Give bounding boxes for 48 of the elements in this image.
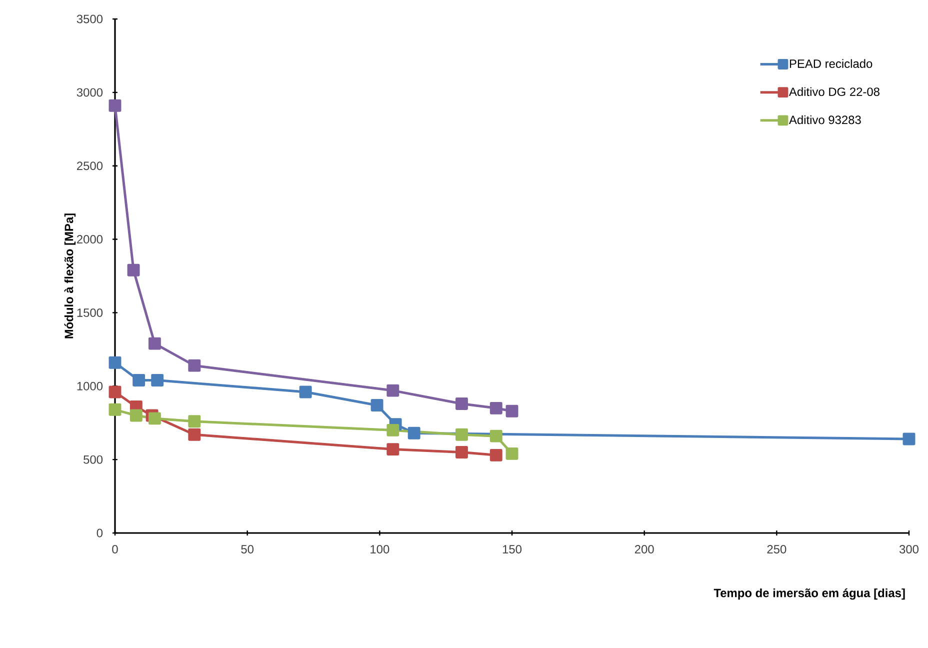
point: [108, 403, 122, 416]
point: [408, 426, 420, 440]
legend-label: Aditivo 93283: [788, 115, 861, 124]
x-axis-title: Tempo de imersão em água [dias]: [714, 588, 905, 600]
point: [108, 356, 122, 369]
legend-label: PEAD reciclado: [790, 59, 872, 68]
x-tick-label: 100: [370, 544, 390, 554]
point: [132, 374, 146, 386]
point: [506, 447, 518, 460]
point: [386, 443, 400, 456]
point: [506, 404, 518, 418]
x-tick-label: 0: [112, 544, 118, 554]
point: [490, 430, 502, 442]
x-tick-label: 250: [767, 544, 786, 554]
x-tick-label: 300: [899, 544, 919, 554]
y-tick-label: 2500: [77, 162, 103, 170]
point: [490, 448, 502, 462]
point: [386, 384, 400, 397]
legend-label: Aditivo DG 22-08: [788, 87, 880, 96]
y-tick-label: 1500: [77, 308, 103, 317]
point: [108, 99, 122, 112]
point: [188, 428, 201, 441]
y-tick-label: 3000: [76, 88, 103, 97]
point: [370, 399, 384, 412]
point: [490, 402, 502, 414]
point: [127, 264, 140, 276]
point: [148, 337, 161, 350]
point: [188, 415, 201, 428]
y-tick-label: 0: [96, 528, 103, 538]
x-tick-label: 200: [634, 544, 654, 554]
y-axis-title: Módulo à flexão [MPa]: [64, 214, 76, 338]
x-tick-label: 150: [502, 544, 522, 554]
point: [108, 386, 122, 398]
point: [188, 359, 201, 372]
x-tick-label: 50: [241, 544, 254, 554]
y-tick-label: 1000: [77, 382, 103, 390]
point: [902, 432, 916, 446]
point: [455, 446, 468, 458]
y-tick-label: 500: [84, 455, 103, 464]
point: [148, 412, 161, 425]
point: [386, 424, 400, 436]
point: [130, 409, 142, 422]
point: [151, 374, 164, 386]
point: [455, 398, 468, 410]
point: [299, 386, 312, 398]
y-tick-label: 3500: [76, 14, 103, 24]
point: [455, 428, 468, 441]
y-tick-label: 2000: [77, 235, 103, 244]
